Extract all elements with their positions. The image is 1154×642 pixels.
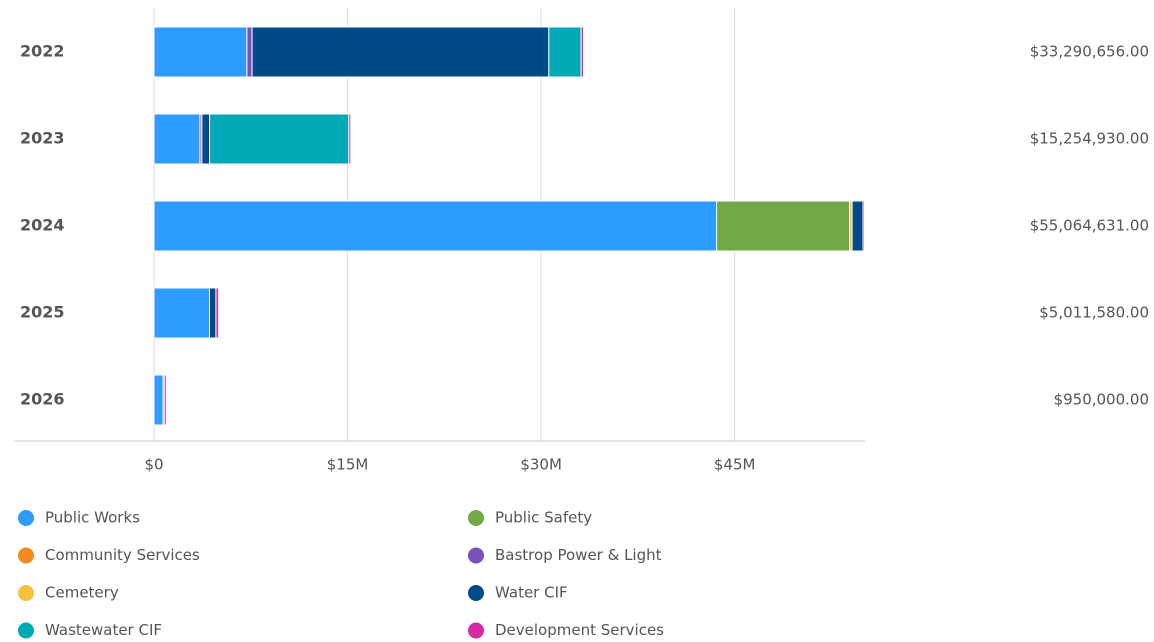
category-label: 2025: [20, 303, 65, 322]
bar-segment: [246, 26, 253, 78]
legend-label: Water CIF: [495, 584, 568, 602]
legend-label: Public Works: [45, 509, 140, 527]
category-label: 2022: [20, 42, 65, 61]
bar-segment: [215, 287, 220, 339]
legend-label: Cemetery: [45, 584, 119, 602]
total-label: $15,254,930.00: [1030, 130, 1149, 148]
legend-label: Public Safety: [495, 509, 592, 527]
legend-swatch: [18, 622, 34, 639]
legend-label: Community Services: [45, 546, 200, 564]
total-label: $950,000.00: [1054, 391, 1149, 409]
bar-segment: [209, 113, 350, 165]
bar-segment: [208, 287, 217, 339]
bar-segment: [862, 200, 865, 252]
bar-segment: [153, 200, 718, 252]
legend-swatch: [18, 547, 34, 564]
x-tick-label: $15M: [327, 456, 369, 474]
bar-segment: [163, 374, 167, 426]
legend-swatch: [468, 547, 484, 564]
bar-segment: [851, 200, 864, 252]
legend-swatch: [468, 585, 484, 601]
bar-segment: [348, 113, 352, 165]
legend-swatch: [18, 510, 34, 526]
category-label: 2023: [20, 129, 65, 148]
legend-swatch: [18, 585, 34, 601]
bar-segment: [153, 26, 248, 78]
total-label: $55,064,631.00: [1030, 217, 1149, 235]
category-label: 2026: [20, 390, 65, 409]
bar-segment: [153, 113, 201, 165]
legend-label: Development Services: [495, 621, 664, 639]
total-label: $5,011,580.00: [1039, 304, 1149, 322]
x-tick-label: $30M: [520, 456, 562, 474]
bar-segment: [716, 200, 851, 252]
x-tick-label: $0: [144, 456, 163, 474]
legend-label: Bastrop Power & Light: [495, 546, 662, 564]
legend-label: Wastewater CIF: [45, 621, 162, 639]
total-label: $33,290,656.00: [1030, 43, 1149, 61]
category-label: 2024: [20, 216, 65, 235]
bar-segment: [251, 26, 550, 78]
bar-segment: [153, 374, 164, 426]
bar-segment: [201, 113, 211, 165]
bar-segment: [548, 26, 582, 78]
x-tick-label: $45M: [714, 456, 756, 474]
legend-swatch: [468, 622, 484, 639]
bar-segment: [580, 26, 585, 78]
bar-segment: [153, 287, 210, 339]
legend-swatch: [468, 510, 484, 526]
